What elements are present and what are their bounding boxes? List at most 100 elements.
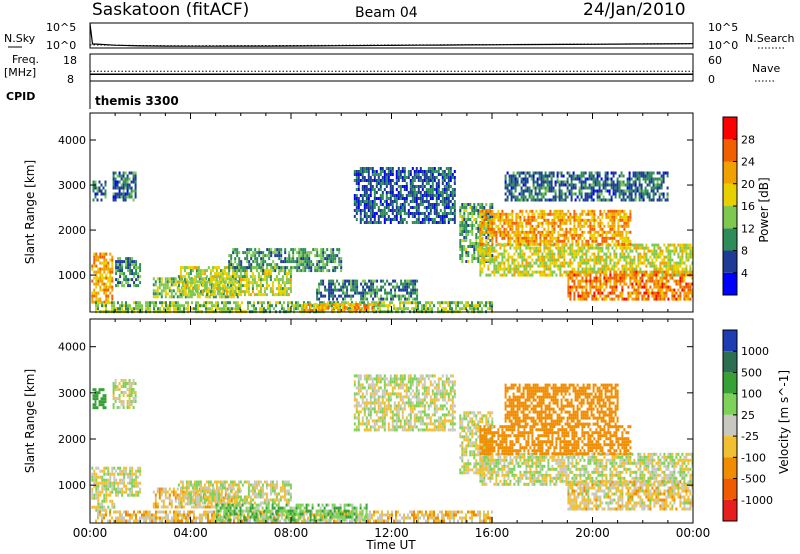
power-cell — [477, 209, 480, 212]
power-cell — [243, 275, 246, 279]
power-cell — [367, 200, 370, 203]
power-cell — [516, 198, 519, 202]
power-cell — [242, 269, 245, 273]
power-cell — [259, 284, 262, 288]
power-cell — [250, 248, 253, 252]
power-cell — [199, 281, 202, 285]
power-cell — [116, 195, 119, 199]
power-cell — [523, 255, 526, 259]
power-cell — [246, 257, 249, 261]
power-cell — [403, 197, 406, 200]
power-cell — [200, 277, 203, 281]
power-cell — [509, 224, 512, 228]
power-cell — [294, 248, 297, 252]
power-cell — [485, 252, 488, 256]
power-cell — [449, 173, 452, 176]
power-cell — [481, 227, 484, 231]
power-cell — [305, 303, 308, 306]
power-cell — [128, 186, 131, 190]
power-cell — [585, 288, 588, 292]
power-cell — [667, 243, 670, 247]
power-cell — [515, 267, 518, 271]
power-cell — [603, 270, 606, 274]
power-cell — [433, 170, 436, 173]
power-cell — [510, 186, 513, 190]
power-cell — [691, 288, 694, 292]
power-cell — [661, 252, 664, 256]
power-cell — [267, 301, 269, 305]
power-cell — [137, 304, 139, 308]
power-cell — [617, 276, 620, 280]
power-cell — [641, 261, 644, 265]
power-cell — [681, 258, 684, 262]
power-cell — [495, 258, 498, 262]
power-cell — [581, 230, 584, 234]
power-cell — [479, 227, 482, 231]
power-cell — [248, 248, 251, 252]
power-cell — [318, 285, 321, 289]
power-cell — [254, 251, 257, 255]
power-cell — [133, 281, 136, 285]
power-cell — [153, 301, 155, 305]
power-cell — [489, 246, 492, 250]
power-cell — [621, 285, 624, 289]
power-cell — [336, 288, 339, 292]
power-cell — [593, 270, 596, 274]
power-cell — [673, 294, 676, 298]
power-cell — [109, 267, 112, 271]
power-cell — [346, 294, 349, 298]
power-cell — [228, 266, 231, 270]
power-cell — [617, 227, 620, 231]
power-cell — [391, 301, 393, 305]
power-cell — [621, 242, 624, 246]
power-cell — [459, 301, 461, 305]
power-cell — [447, 218, 450, 221]
power-cell — [553, 236, 556, 240]
power-cell — [277, 278, 280, 282]
power-cell — [331, 301, 333, 305]
power-cell — [199, 304, 201, 308]
power-cell — [417, 185, 420, 188]
power-cell — [507, 215, 510, 219]
power-cell — [533, 215, 536, 219]
power-cell — [383, 176, 386, 179]
power-cell — [124, 171, 127, 175]
power-cell — [527, 230, 530, 234]
power-cell — [407, 203, 410, 206]
power-cell — [561, 249, 564, 253]
power-cell — [665, 270, 668, 274]
power-cell — [116, 174, 119, 178]
power-cell — [593, 264, 596, 268]
power-cell — [177, 307, 179, 311]
power-cell — [629, 276, 632, 280]
power-cell — [407, 212, 410, 215]
power-cell — [305, 306, 308, 309]
power-cell — [625, 297, 628, 301]
power-cell — [416, 294, 419, 298]
power-cell — [145, 304, 147, 308]
power-cell — [127, 260, 130, 264]
power-cell — [513, 221, 516, 225]
power-cell — [514, 198, 517, 202]
power-cell — [277, 272, 280, 276]
power-cell — [94, 195, 97, 199]
power-cell — [401, 203, 404, 206]
power-cell — [397, 221, 400, 224]
power-cell — [516, 171, 519, 175]
power-cell — [659, 297, 662, 301]
power-cell — [435, 176, 438, 179]
power-cell — [519, 230, 522, 234]
power-cell — [139, 263, 142, 267]
power-cell — [282, 260, 285, 264]
power-cell — [331, 309, 334, 312]
power-cell — [491, 209, 494, 213]
power-cell — [116, 183, 119, 187]
power-cell — [542, 192, 545, 196]
power-cell — [445, 176, 448, 179]
power-cell — [625, 264, 628, 268]
power-cell — [499, 212, 502, 216]
power-cell — [407, 209, 410, 212]
power-cell — [390, 282, 393, 286]
power-cell — [398, 288, 401, 292]
power-cell — [499, 227, 502, 231]
